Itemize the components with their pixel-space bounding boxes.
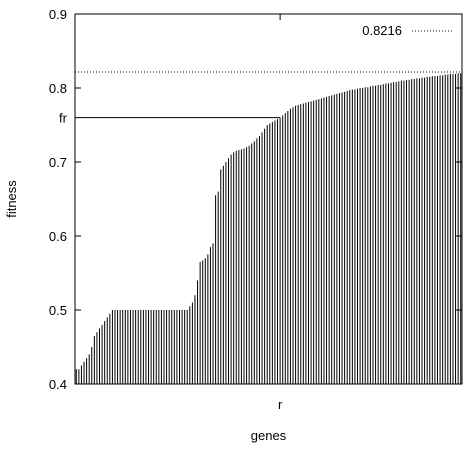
plot-frame (74, 13, 463, 385)
y-tick-label: 0.8 (49, 81, 67, 96)
x-axis-title: genes (251, 428, 287, 443)
bars-group (75, 73, 462, 384)
legend: 0.8216 (362, 23, 452, 38)
legend-label-reference: 0.8216 (362, 23, 402, 38)
y-tick-label: 0.7 (49, 155, 67, 170)
y-tick-label: 0.9 (49, 7, 67, 22)
y-axis-title: fitness (4, 180, 19, 218)
x-tick-label-r: r (278, 397, 283, 412)
fr-label: fr (59, 111, 68, 126)
y-tick-label: 0.5 (49, 303, 67, 318)
y-tick-label: 0.4 (49, 377, 67, 392)
y-tick-label: 0.6 (49, 229, 67, 244)
y-axis-ticks: 0.4 0.5 0.6 0.7 0.8 0.9 (49, 7, 462, 392)
